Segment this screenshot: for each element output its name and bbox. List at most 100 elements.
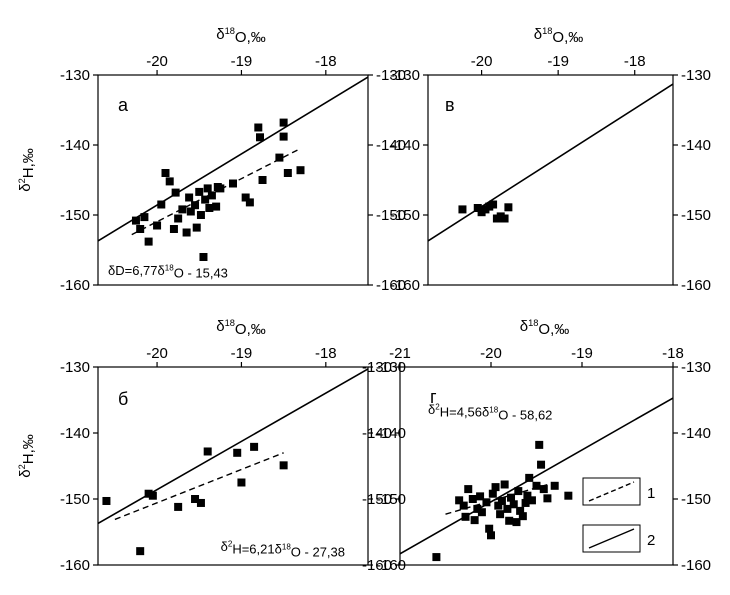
y-tick-label-right: -150 (376, 207, 406, 224)
data-point (169, 225, 178, 233)
y-axis-title: δ2H,‰ (17, 434, 37, 478)
legend-item-1: 1 (582, 477, 655, 506)
y-axis-title: δ2H,‰ (17, 148, 37, 192)
x-tick-label: -18 (624, 53, 646, 70)
data-point (102, 496, 111, 505)
data-point (512, 518, 521, 527)
data-point (174, 214, 183, 223)
regression-line-solid (98, 368, 368, 525)
panel-label: г (430, 387, 437, 407)
x-axis-title: δ18O,‰ (216, 26, 266, 46)
y-tick-label-left: -130 (60, 67, 90, 84)
x-tick-label: -19 (231, 53, 253, 70)
data-point (279, 118, 288, 127)
y-tick-label-right: -140 (681, 425, 711, 442)
data-point (539, 485, 548, 494)
regression-line-dashed (131, 147, 301, 236)
data-point (258, 176, 267, 184)
y-tick-label-right: -160 (376, 277, 406, 294)
x-tick-label: -18 (662, 345, 684, 362)
data-point (455, 496, 464, 505)
data-point (174, 502, 183, 511)
data-point (470, 516, 479, 525)
data-point (203, 184, 212, 193)
y-tick-label-left: -150 (362, 491, 392, 508)
plot-data (98, 368, 368, 556)
data-point (192, 223, 201, 232)
data-point (432, 553, 441, 562)
data-point (144, 489, 153, 498)
plot-frame (97, 74, 369, 286)
data-point (518, 512, 527, 521)
data-point (250, 442, 259, 451)
y-tick-label-right: -160 (376, 557, 406, 574)
x-tick-label: -21 (389, 345, 411, 362)
y-tick-label-right: -130 (681, 359, 711, 376)
data-point (161, 169, 170, 177)
data-point (464, 485, 473, 494)
x-tick-label: -19 (547, 53, 569, 70)
data-point (216, 184, 225, 193)
data-point (532, 481, 541, 490)
data-point (461, 512, 470, 521)
regression-line-solid (428, 83, 673, 242)
y-tick-label-left: -140 (390, 137, 420, 154)
x-axis-title: δ18O,‰ (216, 318, 266, 338)
panel-label: в (445, 95, 455, 115)
data-point (279, 132, 288, 141)
data-point (496, 510, 505, 519)
panel-label: а (118, 95, 129, 115)
data-point (527, 496, 536, 505)
y-tick-label-right: -140 (681, 137, 711, 154)
legend-line-solid (588, 528, 635, 549)
y-tick-label-right: -140 (376, 425, 406, 442)
data-point (521, 498, 530, 507)
y-tick-label-right: -130 (376, 67, 406, 84)
data-point (507, 493, 516, 502)
data-point (514, 487, 523, 496)
data-point (482, 498, 491, 507)
data-point (500, 214, 509, 223)
panel-a: -20 -19 -18 -130 -130 -140 -140 -150 -150 -160 -16… (17, 26, 406, 294)
data-point (185, 193, 194, 202)
data-point (165, 177, 174, 186)
data-point (201, 195, 210, 204)
data-point (283, 169, 292, 177)
plot-data (400, 397, 673, 562)
data-point (503, 504, 512, 513)
data-point (199, 253, 208, 261)
regression-line-solid (98, 76, 368, 242)
panel-v: -20 -19 -18 -130 -130 -140 -140 -150 -150 -160 -16… (390, 26, 711, 294)
y-tick-label-left: -160 (60, 557, 90, 574)
data-point (504, 203, 513, 212)
plot-data (98, 76, 368, 261)
data-point (564, 491, 573, 500)
y-tick-label-left: -130 (390, 67, 420, 84)
y-tick-label-left: -160 (362, 557, 392, 574)
data-point (485, 524, 494, 533)
data-point (523, 491, 532, 500)
data-point (473, 204, 482, 212)
data-point (153, 221, 162, 230)
data-point (535, 440, 544, 449)
data-point (136, 547, 145, 556)
x-tick-label: -19 (231, 345, 253, 362)
data-point (279, 461, 288, 470)
data-point (543, 494, 552, 503)
y-tick-label-left: -130 (60, 359, 90, 376)
x-tick-label: -18 (315, 53, 337, 70)
panel-b: -20 -19 -18-130 -130-140 -140-150 -150-160 -16… (17, 318, 406, 574)
data-point (157, 200, 166, 209)
data-point (489, 200, 498, 209)
data-point (140, 213, 149, 222)
y-tick-label-right: -160 (681, 277, 711, 294)
data-point (144, 237, 153, 246)
data-point (497, 496, 506, 505)
y-tick-label-right: -150 (681, 207, 711, 224)
legend: 12 (582, 477, 655, 553)
data-point (241, 193, 250, 202)
x-axis-title: δ18O,‰ (520, 318, 570, 338)
data-point (212, 202, 221, 211)
data-point (458, 205, 467, 214)
